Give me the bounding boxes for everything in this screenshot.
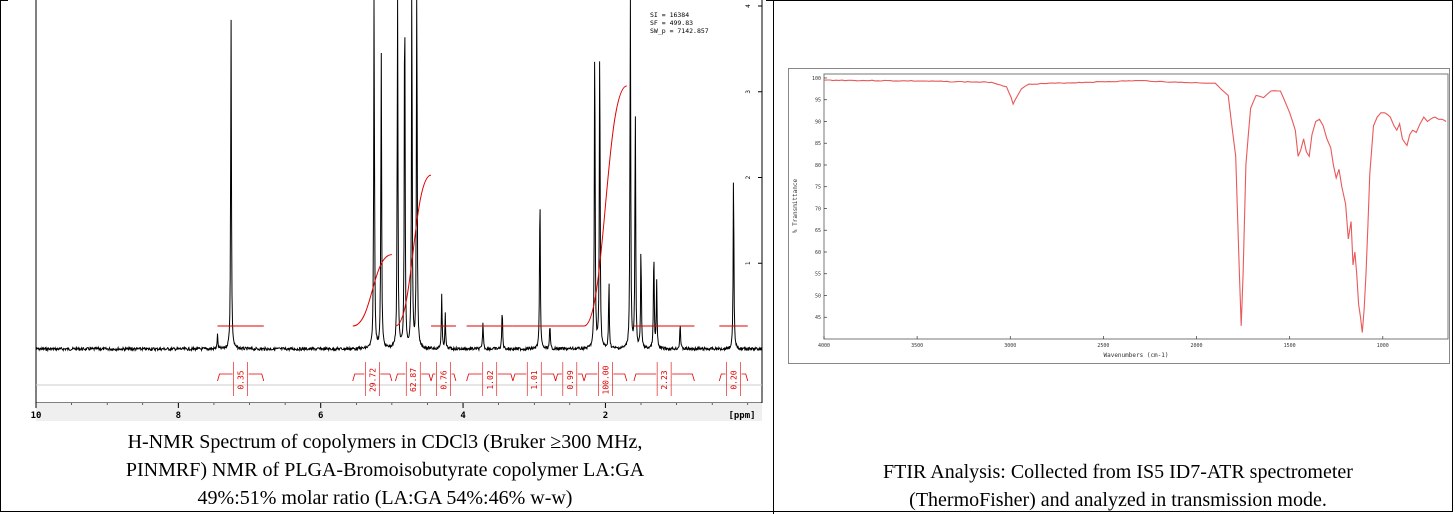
nmr-x-tick-label: 6 [318,411,323,421]
ftir-y-tick-label: 45 [815,315,821,321]
ftir-x-tick-label: 3500 [911,343,923,349]
nmr-caption-line-3: 49%:51% molar ratio (LA:GA 54%:46% w-w) [197,487,573,509]
ftir-y-tick-label: 65 [815,228,821,234]
nmr-x-tick-label: 10 [31,411,42,421]
ftir-spectrum-panel: 4000 3500 3000 2500 2000 1500 1000 100 95 90 85 80… [788,68,1450,364]
ftir-series-line [823,79,1447,333]
nmr-caption-line-2: PINMRF) NMR of PLGA-Bromoisobutyrate cop… [125,459,645,481]
nmr-integral-bracket [352,373,393,382]
ftir-y-tick-label: 85 [815,141,821,147]
nmr-integral-label: 0.76 [439,370,448,389]
ftir-y-tick-label: 80 [815,163,821,169]
ftir-y-tick-label: 95 [815,98,821,104]
ftir-x-axis-label: Wavenumbers (cm-1) [1103,352,1168,359]
ftir-y-tick-label: 100 [812,76,821,82]
nmr-integral-label: 62.87 [409,368,418,392]
nmr-x-tick-label: 2 [603,411,608,421]
nmr-param-text: SI = 16384 [650,11,689,19]
nmr-integral-bracket [217,373,265,382]
nmr-integral-label: 0.20 [730,370,739,389]
nmr-integral-bracket [583,373,628,382]
nmr-caption-line-1: H-NMR Spectrum of copolymers in CDCl3 (B… [127,431,643,453]
nmr-x-unit-label: [ppm] [728,411,755,421]
nmr-integral-curve [395,174,432,327]
nmr-integral-bracket [430,373,457,382]
ftir-y-tick-label: 70 [815,206,821,212]
nmr-spectrum-trace [35,0,763,353]
ftir-x-tick-label: 2500 [1097,343,1109,349]
ftir-x-tick-label: 2000 [1191,343,1203,349]
ftir-spectrum-chart: 4000 3500 3000 2500 2000 1500 1000 100 95 90 85 80… [788,68,1450,364]
nmr-integral-curve [352,254,392,327]
ftir-y-axis-label: % Transmittance [792,179,799,234]
ftir-caption: FTIR Analysis: Collected from IS5 ID7-AT… [786,458,1450,514]
ftir-y-tick-label: 55 [815,272,821,278]
nmr-caption: H-NMR Spectrum of copolymers in CDCl3 (B… [20,428,750,512]
nmr-integral-bracket [395,373,432,382]
nmr-integral-label: 0.99 [566,370,575,389]
nmr-x-tick-label: 4 [460,411,466,421]
ftir-y-tick-label: 50 [815,293,821,299]
nmr-integral-bracket [555,373,585,382]
ftir-caption-line-1: FTIR Analysis: Collected from IS5 ID7-AT… [883,461,1353,483]
nmr-integral-curve [583,85,627,327]
nmr-integral-label: 29.72 [368,368,377,392]
ftir-x-tick-label: 1500 [1284,343,1296,349]
cell-divider [773,0,774,514]
ftir-y-tick-label: 90 [815,119,821,125]
nmr-integral-bracket [633,373,695,382]
nmr-integral-bracket [512,373,556,382]
nmr-integral-label: 2.23 [660,370,669,389]
nmr-param-text: SW_p = 7142.857 [650,27,709,35]
nmr-y-tick-label: 4 [745,4,752,8]
ftir-x-tick-label: 1000 [1377,343,1389,349]
nmr-integral-label: 1.01 [530,370,539,389]
nmr-integral-label: 0.35 [237,370,246,389]
nmr-y-tick-label: 2 [745,175,752,179]
ftir-x-tick-label: 4000 [818,343,830,349]
nmr-integral-bracket [466,373,514,382]
nmr-integral-label: 1.02 [486,370,495,389]
ftir-x-tick-label: 3000 [1004,343,1016,349]
ftir-y-tick-label: 60 [815,250,821,256]
nmr-y-tick-label: 1 [745,261,752,265]
nmr-integral-label: 100.00 [601,365,610,394]
nmr-y-tick-label: 3 [745,90,752,94]
nmr-param-text: SF = 499.83 [650,19,693,27]
ftir-caption-line-2: (ThermoFisher) and analyzed in transmiss… [909,489,1327,511]
nmr-integral-bracket [718,373,749,382]
ftir-y-tick-label: 75 [815,185,821,191]
nmr-x-tick-label: 8 [176,411,181,421]
